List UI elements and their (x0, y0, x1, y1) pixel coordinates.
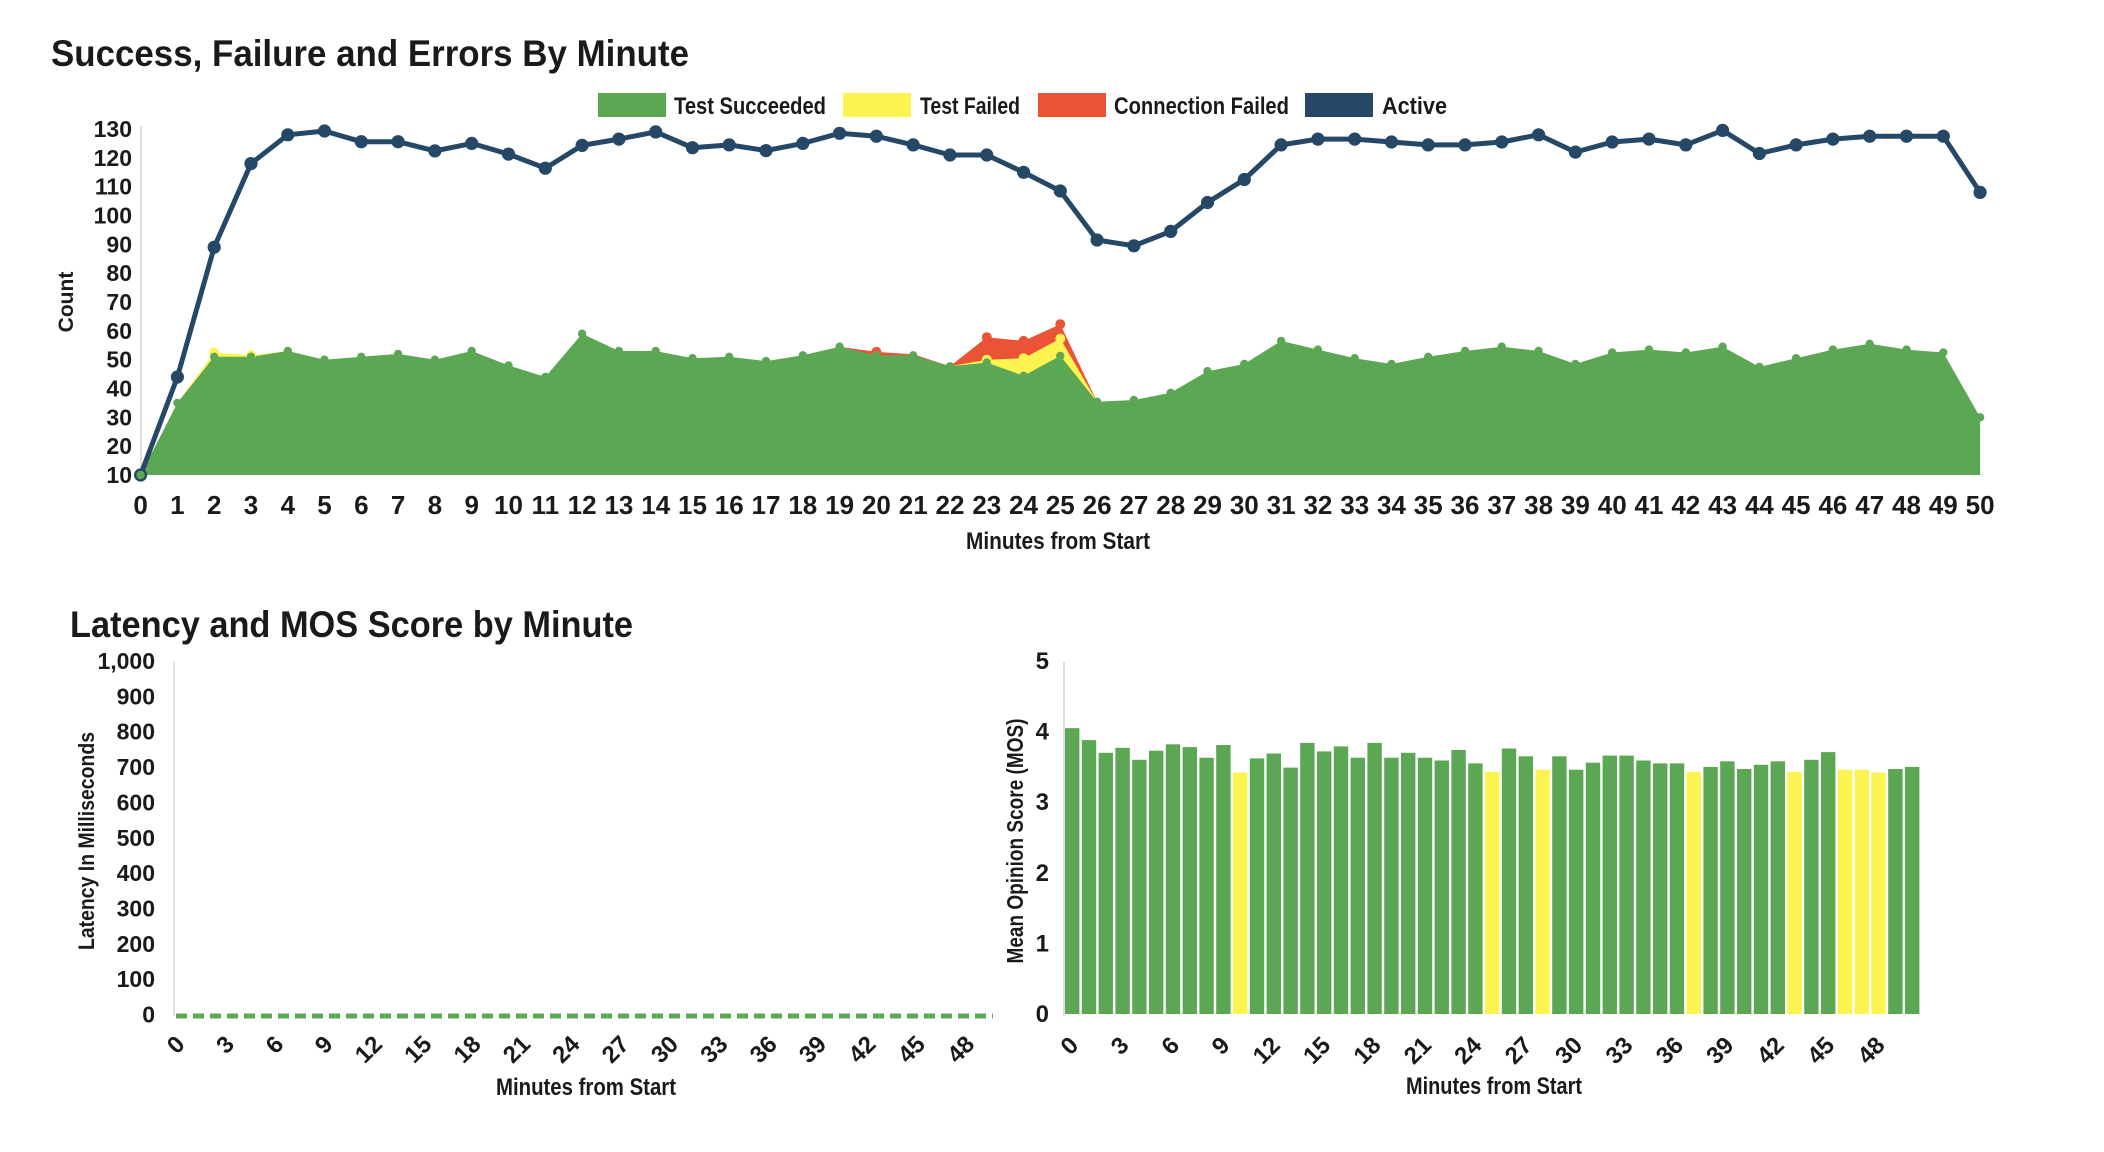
svg-text:20: 20 (862, 490, 891, 520)
svg-text:12: 12 (568, 490, 597, 520)
svg-text:19: 19 (825, 490, 854, 520)
svg-text:5: 5 (1036, 648, 1049, 675)
svg-text:10: 10 (106, 462, 132, 488)
svg-text:31: 31 (1267, 490, 1296, 520)
svg-text:40: 40 (1598, 490, 1627, 520)
svg-text:Count: Count (55, 272, 78, 333)
svg-text:20: 20 (106, 433, 132, 459)
svg-text:15: 15 (678, 490, 707, 520)
svg-text:33: 33 (1340, 490, 1369, 520)
svg-text:5: 5 (317, 490, 331, 520)
svg-text:23: 23 (972, 490, 1001, 520)
svg-text:50: 50 (1966, 490, 1995, 520)
svg-text:Test Succeeded: Test Succeeded (674, 93, 826, 120)
svg-text:2: 2 (207, 490, 221, 520)
svg-text:2: 2 (1036, 860, 1049, 887)
svg-text:45: 45 (1782, 490, 1811, 520)
svg-text:3: 3 (244, 490, 258, 520)
svg-text:100: 100 (94, 203, 132, 229)
svg-text:800: 800 (117, 719, 155, 745)
svg-text:9: 9 (464, 490, 478, 520)
svg-text:25: 25 (1046, 490, 1075, 520)
svg-text:Minutes from Start: Minutes from Start (496, 1074, 676, 1101)
svg-text:900: 900 (117, 683, 155, 709)
svg-text:3: 3 (1036, 789, 1049, 816)
svg-text:44: 44 (1745, 490, 1774, 520)
svg-text:24: 24 (1009, 490, 1038, 520)
svg-text:Success, Failure and Errors By: Success, Failure and Errors By Minute (51, 33, 689, 74)
svg-text:1: 1 (1036, 930, 1049, 957)
svg-text:Active: Active (1382, 93, 1447, 120)
svg-text:130: 130 (94, 116, 132, 142)
svg-text:Minutes from Start: Minutes from Start (966, 528, 1150, 555)
svg-text:34: 34 (1377, 490, 1406, 520)
svg-text:600: 600 (117, 789, 155, 815)
svg-text:13: 13 (604, 490, 633, 520)
svg-text:18: 18 (788, 490, 817, 520)
svg-text:0: 0 (142, 1002, 155, 1028)
svg-text:6: 6 (354, 490, 368, 520)
svg-text:30: 30 (1230, 490, 1259, 520)
svg-text:Test Failed: Test Failed (920, 93, 1020, 120)
svg-text:29: 29 (1193, 490, 1222, 520)
svg-text:Connection Failed: Connection Failed (1114, 93, 1289, 120)
svg-text:200: 200 (117, 931, 155, 957)
svg-text:90: 90 (106, 231, 132, 257)
svg-text:17: 17 (752, 490, 781, 520)
svg-text:39: 39 (1561, 490, 1590, 520)
svg-text:10: 10 (494, 490, 523, 520)
svg-text:28: 28 (1156, 490, 1185, 520)
svg-text:42: 42 (1671, 490, 1700, 520)
svg-text:Latency and MOS Score by Minut: Latency and MOS Score by Minute (70, 604, 633, 645)
svg-text:4: 4 (281, 490, 296, 520)
svg-text:0: 0 (1036, 1001, 1049, 1028)
svg-text:47: 47 (1855, 490, 1884, 520)
svg-text:700: 700 (117, 754, 155, 780)
svg-text:21: 21 (899, 490, 928, 520)
svg-text:300: 300 (117, 896, 155, 922)
svg-text:60: 60 (106, 318, 132, 344)
svg-text:7: 7 (391, 490, 405, 520)
svg-text:1: 1 (170, 490, 184, 520)
svg-text:80: 80 (106, 260, 132, 286)
svg-text:1,000: 1,000 (97, 648, 155, 674)
svg-text:43: 43 (1708, 490, 1737, 520)
svg-text:48: 48 (1892, 490, 1921, 520)
svg-text:26: 26 (1083, 490, 1112, 520)
svg-text:41: 41 (1635, 490, 1664, 520)
svg-text:11: 11 (532, 490, 560, 520)
svg-text:50: 50 (106, 347, 132, 373)
svg-text:Latency In Milliseconds: Latency In Milliseconds (74, 732, 99, 950)
svg-text:32: 32 (1303, 490, 1332, 520)
svg-text:49: 49 (1929, 490, 1958, 520)
svg-text:100: 100 (117, 966, 155, 992)
svg-text:120: 120 (94, 145, 132, 171)
svg-text:36: 36 (1451, 490, 1480, 520)
svg-text:Minutes from Start: Minutes from Start (1406, 1073, 1582, 1100)
svg-text:Mean Opinion Score (MOS): Mean Opinion Score (MOS) (1002, 719, 1028, 964)
svg-text:35: 35 (1414, 490, 1443, 520)
svg-text:46: 46 (1818, 490, 1847, 520)
svg-text:16: 16 (715, 490, 744, 520)
svg-text:4: 4 (1036, 719, 1050, 746)
svg-text:70: 70 (106, 289, 132, 315)
svg-text:500: 500 (117, 825, 155, 851)
svg-text:38: 38 (1524, 490, 1553, 520)
svg-text:27: 27 (1119, 490, 1148, 520)
svg-text:37: 37 (1487, 490, 1516, 520)
svg-text:400: 400 (117, 860, 155, 886)
svg-text:0: 0 (133, 490, 147, 520)
svg-text:14: 14 (641, 490, 670, 520)
svg-text:22: 22 (936, 490, 965, 520)
svg-text:8: 8 (428, 490, 442, 520)
svg-text:110: 110 (95, 174, 132, 200)
svg-text:30: 30 (106, 404, 132, 430)
svg-text:40: 40 (106, 376, 132, 402)
